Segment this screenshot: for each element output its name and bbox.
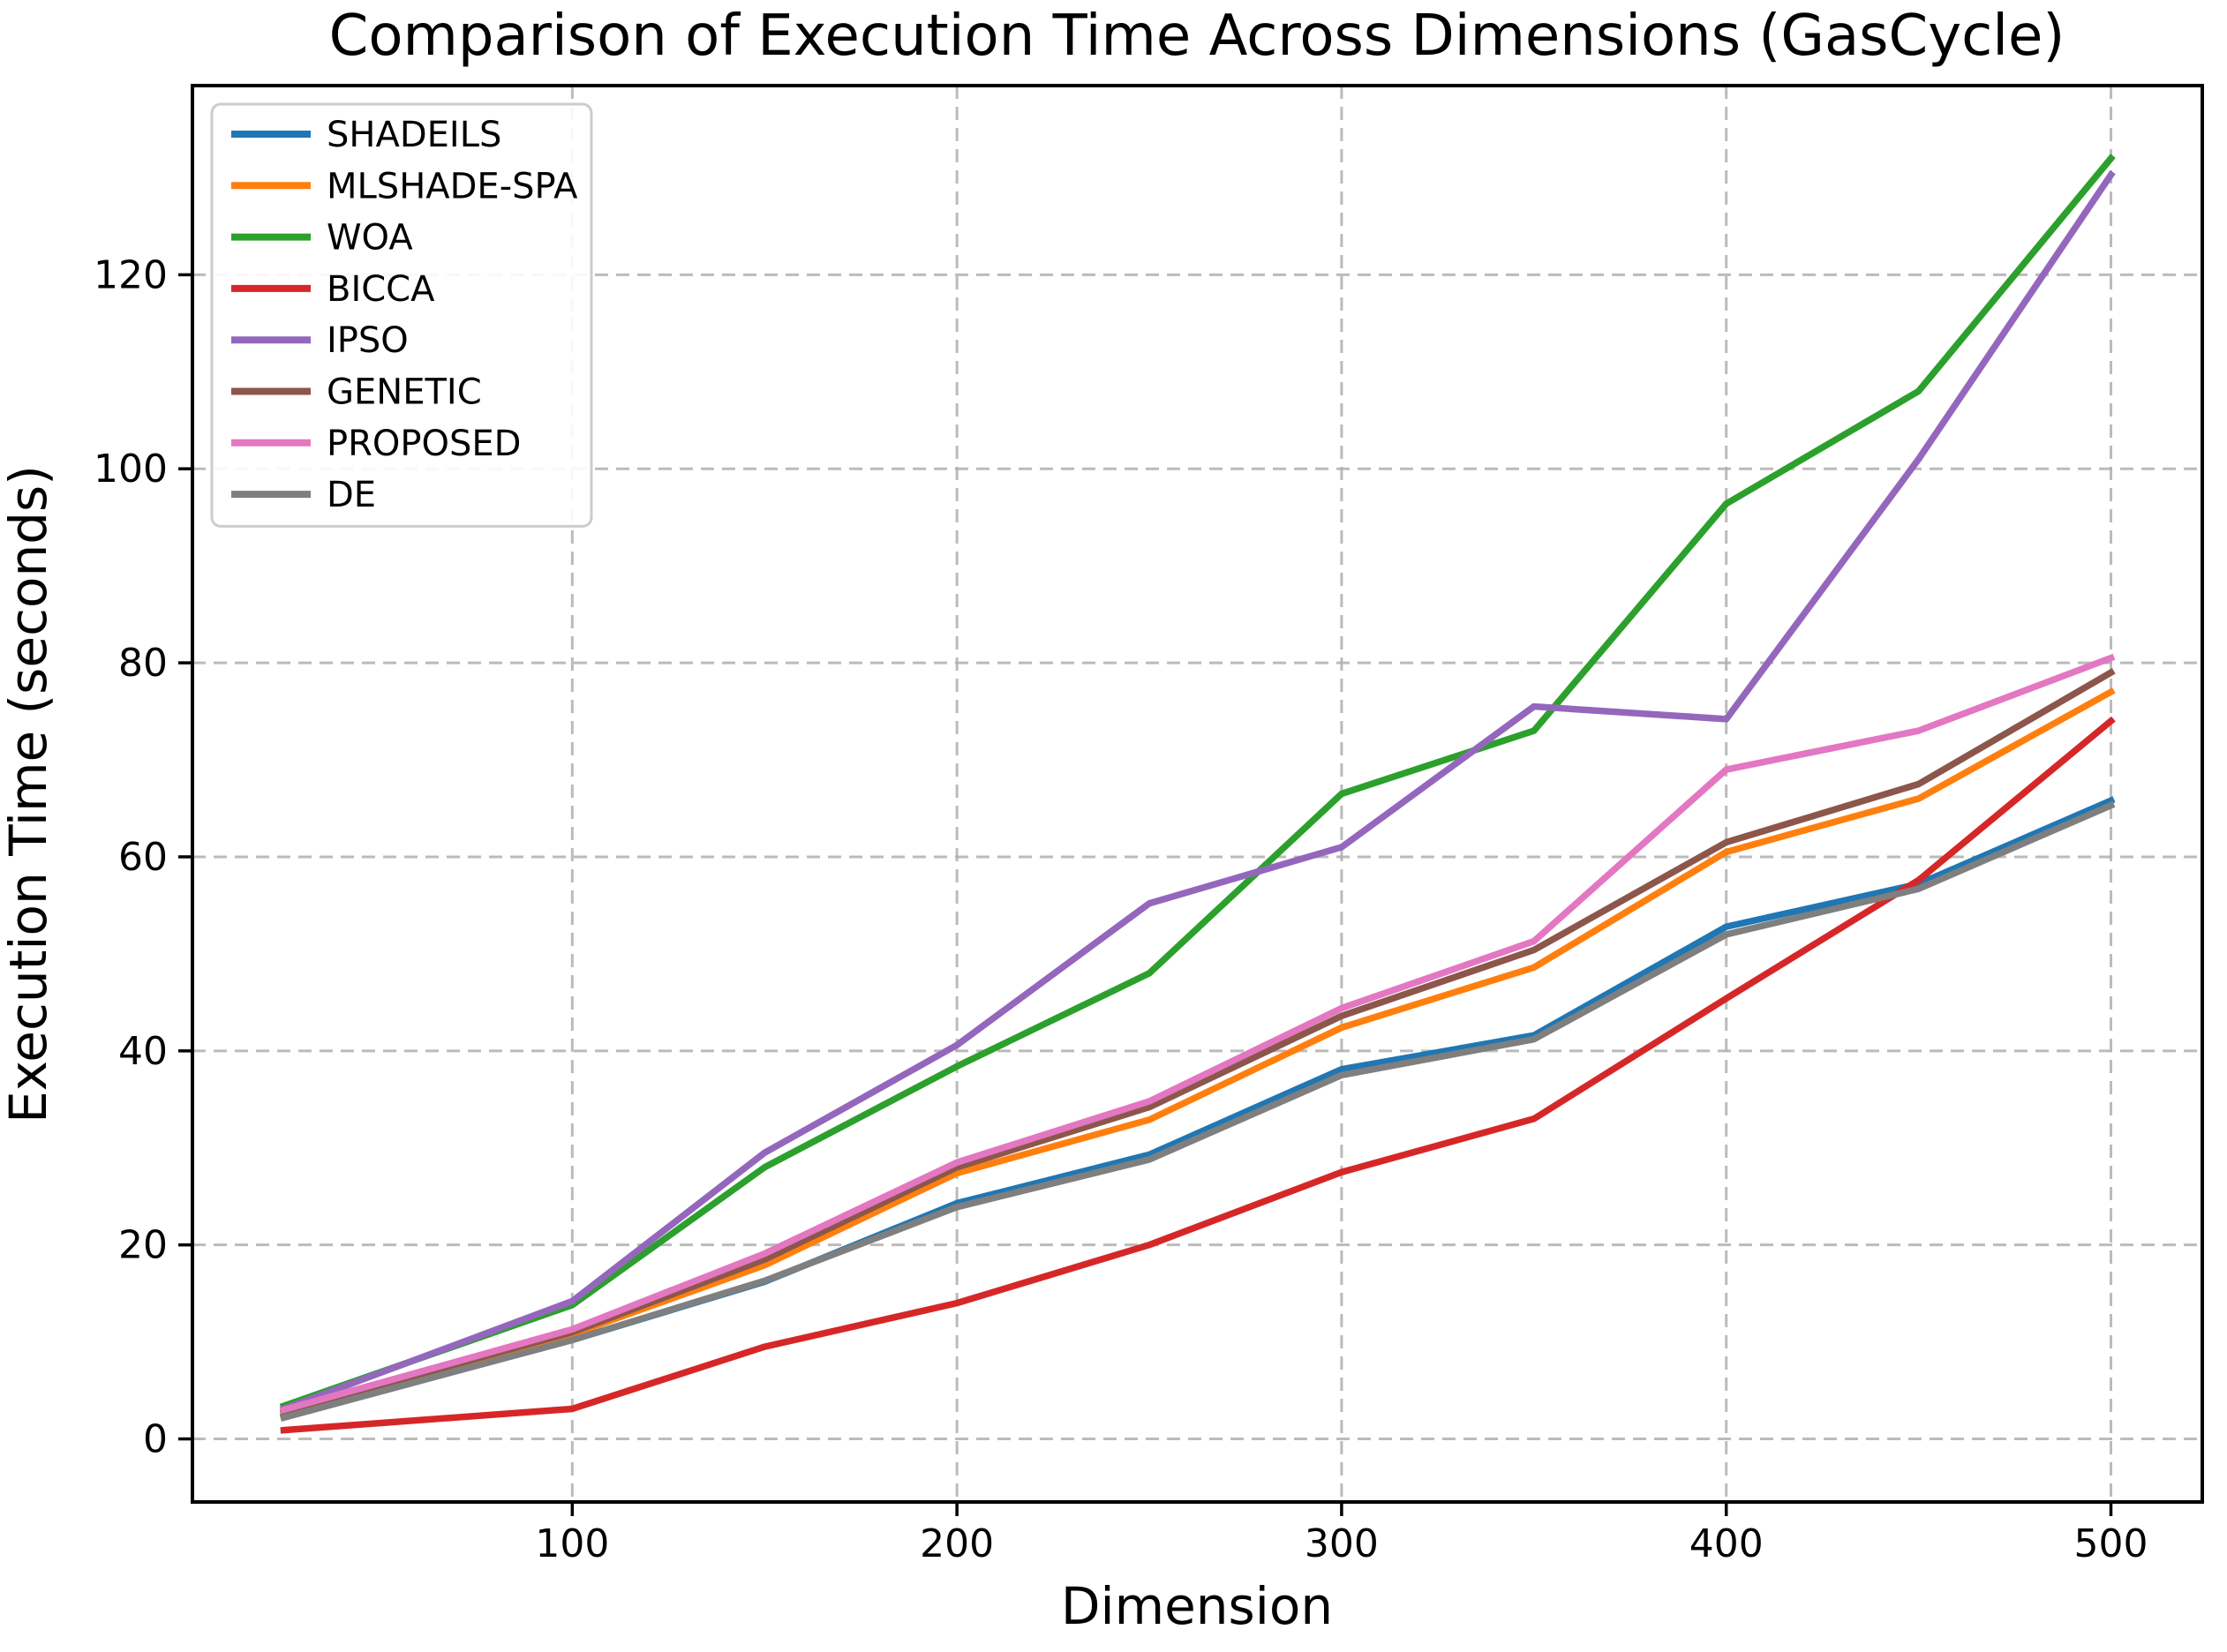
x-tick-label-200: 200	[920, 1521, 994, 1566]
legend-item-DE: DE	[231, 475, 376, 515]
series-line-DE	[279, 800, 2116, 1422]
x-tick-label-300: 300	[1305, 1521, 1379, 1566]
legend-item-IPSO: IPSO	[231, 320, 409, 361]
legend-label-MLSHADE-SPA: MLSHADE-SPA	[327, 166, 578, 206]
legend: SHADEILS MLSHADE-SPA WOA BICCA IPSO GENETIC PR…	[210, 102, 593, 528]
legend-item-PROPOSED: PROPOSED	[231, 424, 521, 464]
y-tick-label-20: 20	[118, 1223, 168, 1268]
series-layer	[279, 154, 2116, 1434]
legend-item-WOA: WOA	[231, 218, 413, 259]
legend-label-WOA: WOA	[327, 218, 413, 259]
x-axis-label: Dimension	[1061, 1576, 1333, 1636]
series-line-PROPOSED	[279, 653, 2116, 1415]
series-line-BICCA	[280, 716, 2116, 1434]
legend-item-SHADEILS: SHADEILS	[231, 115, 501, 155]
legend-item-MLSHADE-SPA: MLSHADE-SPA	[231, 166, 578, 206]
legend-frame	[210, 102, 593, 528]
x-tick-label-100: 100	[535, 1521, 609, 1566]
legend-label-BICCA: BICCA	[327, 269, 435, 310]
series-line-WOA	[279, 154, 2116, 1410]
legend-label-PROPOSED: PROPOSED	[327, 424, 521, 464]
legend-item-BICCA: BICCA	[231, 269, 435, 310]
grid-layer	[192, 86, 2202, 1502]
y-tick-label-80: 80	[118, 641, 168, 686]
series-line-MLSHADE-SPA	[279, 687, 2116, 1418]
y-tick-label-40: 40	[118, 1029, 168, 1074]
series-line-IPSO	[279, 169, 2116, 1414]
tick-layer: 100 200 300 400 500 0 20 40 60 80 100 120	[94, 252, 2148, 1566]
y-axis-label: Execution Time (seconds)	[0, 465, 58, 1123]
y-tick-label-120: 120	[94, 252, 168, 297]
chart-title: Comparison of Execution Time Across Dime…	[329, 4, 2065, 69]
legend-label-SHADEILS: SHADEILS	[327, 115, 501, 155]
y-tick-label-100: 100	[94, 447, 168, 492]
legend-item-GENETIC: GENETIC	[231, 372, 482, 413]
legend-label-DE: DE	[327, 475, 376, 515]
y-tick-label-60: 60	[118, 835, 168, 880]
y-tick-label-0: 0	[143, 1417, 168, 1462]
x-tick-label-500: 500	[2074, 1521, 2148, 1566]
x-tick-label-400: 400	[1689, 1521, 1764, 1566]
legend-label-IPSO: IPSO	[327, 320, 409, 361]
legend-label-GENETIC: GENETIC	[327, 372, 482, 413]
axes-spines	[191, 84, 2204, 1504]
series-line-GENETIC	[279, 667, 2116, 1416]
